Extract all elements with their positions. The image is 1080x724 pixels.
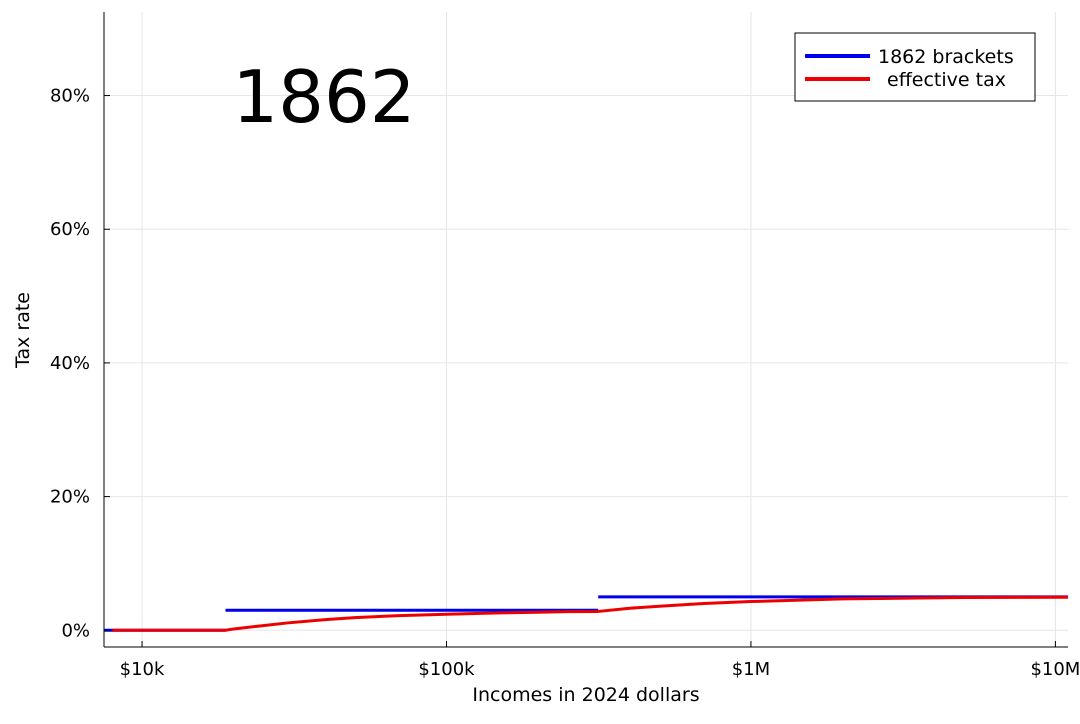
y-tick-label: 20% [50,487,90,508]
tick-labels: $10k $100k $1M $10M 0% 20% 40% 60% 80% [50,86,1080,680]
legend-label-effective: effective tax [887,69,1006,91]
y-tick-label: 60% [50,219,90,240]
x-tick-label: $10M [1030,659,1080,680]
x-tick-label: $10k [120,659,165,680]
legend-box [794,32,1036,102]
x-tick-label: $1M [732,659,770,680]
y-tick-label: 80% [50,86,90,107]
legend: 1862 brackets effective tax [794,32,1036,102]
effective-tax-line [112,595,1069,632]
y-tick-label: 40% [50,353,90,374]
y-tick-label: 0% [61,620,90,641]
legend-label-brackets: 1862 brackets [878,46,1014,68]
chart-annotation: 1862 [232,55,415,139]
y-axis-title: Tax rate [12,292,34,369]
axes [103,12,1068,648]
x-tick-label: $100k [418,659,475,680]
x-axis-title: Incomes in 2024 dollars [472,684,699,706]
series-lines [104,595,1069,632]
